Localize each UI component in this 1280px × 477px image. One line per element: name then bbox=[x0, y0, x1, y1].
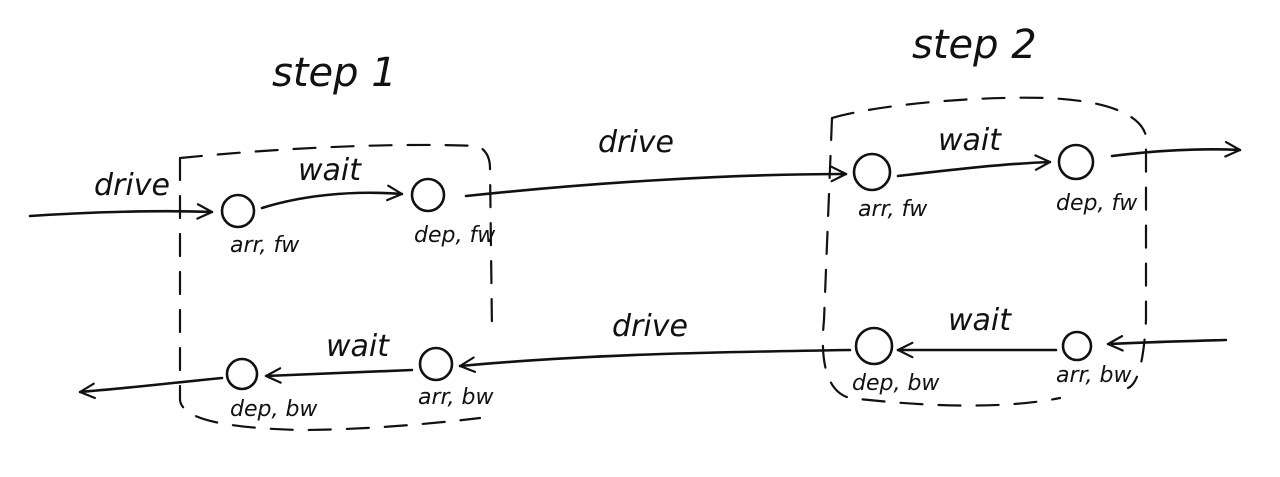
edge-s2-bw-wait-label: wait bbox=[948, 303, 1012, 338]
node-s2-dep-fw bbox=[1057, 143, 1095, 181]
node-s2-arr-fw-label: arr, fw bbox=[858, 197, 928, 222]
node-s1-arr-fw bbox=[220, 193, 256, 229]
node-s2-dep-fw-label: dep, fw bbox=[1056, 191, 1138, 216]
node-s1-arr-bw bbox=[418, 346, 454, 382]
edge-in-fw-drive bbox=[28, 203, 214, 220]
edge-s1-fw-wait-label: wait bbox=[298, 153, 362, 188]
step-2-title: step 2 bbox=[912, 22, 1037, 68]
step-1-title: step 1 bbox=[272, 50, 397, 96]
step-1-box bbox=[178, 143, 494, 432]
node-s2-arr-bw-label: arr, bw bbox=[1056, 363, 1133, 388]
edge-out-bw bbox=[78, 376, 224, 400]
node-s2-dep-bw-label: dep, bw bbox=[852, 371, 940, 396]
node-s2-arr-bw bbox=[1061, 330, 1093, 362]
node-s1-dep-bw-label: dep, bw bbox=[230, 397, 318, 422]
node-s2-dep-bw bbox=[854, 326, 894, 366]
edge-in-fw-drive-label: drive bbox=[94, 168, 170, 203]
step-2-box bbox=[821, 96, 1148, 407]
node-s1-dep-fw bbox=[410, 177, 446, 213]
edge-s1-fw-wait bbox=[260, 184, 404, 210]
edge-s2-fw-wait bbox=[896, 154, 1052, 178]
node-s1-arr-bw-label: arr, bw bbox=[418, 385, 495, 410]
edge-out-fw bbox=[1110, 141, 1242, 158]
edge-s2-fw-wait-label: wait bbox=[938, 123, 1002, 158]
edge-mid-bw-drive bbox=[458, 348, 852, 373]
edge-mid-bw-drive-label: drive bbox=[612, 309, 688, 344]
edge-s1-bw-wait bbox=[264, 367, 414, 384]
node-s1-dep-fw-label: dep, fw bbox=[414, 223, 496, 248]
node-s2-arr-fw bbox=[852, 152, 892, 192]
edge-s1-bw-wait-label: wait bbox=[326, 329, 390, 364]
node-s1-dep-bw bbox=[225, 357, 259, 391]
node-s1-arr-fw-label: arr, fw bbox=[230, 233, 300, 258]
edge-mid-fw-drive bbox=[464, 165, 848, 198]
edge-mid-fw-drive-label: drive bbox=[598, 125, 674, 160]
edge-in-bw bbox=[1106, 335, 1228, 352]
